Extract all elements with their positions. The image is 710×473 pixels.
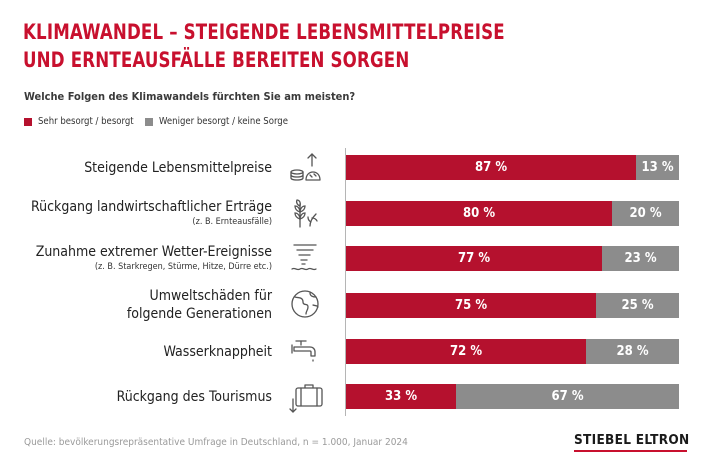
- data-label: 23 %: [624, 251, 657, 266]
- bar-segment-not-concerned: 23 %: [602, 246, 679, 271]
- row-label-sub: (z. B. Starkregen, Stürme, Hitze, Dürre …: [94, 262, 272, 272]
- data-label: 28 %: [616, 344, 649, 359]
- row-label-main: Wasserknappheit: [163, 344, 273, 360]
- legend-item-concerned: Sehr besorgt / besorgt: [24, 116, 134, 127]
- data-label: 20 %: [629, 206, 662, 221]
- data-label: 25 %: [621, 298, 654, 313]
- wheat-icon: [294, 199, 318, 228]
- bar-segment-concerned: 33 %: [346, 384, 456, 409]
- faucet-icon: [291, 340, 316, 362]
- bar-segment-concerned: 80 %: [346, 201, 612, 226]
- bar-segment-concerned: 75 %: [346, 293, 596, 318]
- bar-segment-not-concerned: 13 %: [636, 155, 679, 180]
- chart-title: KLIMAWANDEL – STEIGENDE LEBENSMITTELPREI…: [23, 18, 621, 74]
- legend-label-not-concerned: Weniger besorgt / keine Sorge: [159, 116, 288, 127]
- bar-segment-not-concerned: 20 %: [612, 201, 679, 226]
- data-label: 67 %: [551, 389, 584, 404]
- row-label-3: Umweltschäden für folgende Generationen: [127, 287, 272, 323]
- title-line-1: KLIMAWANDEL – STEIGENDE LEBENSMITTELPREI…: [23, 20, 505, 44]
- bar-segment-not-concerned: 25 %: [596, 293, 679, 318]
- row-label-main-2: folgende Generationen: [126, 306, 272, 322]
- row-label-2: Zunahme extremer Wetter-Ereignisse (z. B…: [36, 243, 272, 273]
- row-label-main: Rückgang landwirtschaftlicher Erträge: [31, 199, 272, 215]
- row-label-main: Steigende Lebensmittelpreise: [84, 160, 272, 176]
- bar-row-1: 80 % 20 %: [346, 201, 679, 226]
- title-line-2: UND ERNTEAUSFÄLLE BEREITEN SORGEN: [23, 48, 410, 72]
- row-label-sub: (z. B. Ernteausfälle): [192, 217, 272, 227]
- row-label-4: Wasserknappheit: [164, 343, 273, 361]
- bar-row-0: 87 % 13 %: [346, 155, 679, 180]
- bar-row-3: 75 % 25 %: [346, 293, 679, 318]
- data-label: 13 %: [641, 160, 674, 175]
- chart-subtitle: Welche Folgen des Klimawandels fürchten …: [24, 90, 356, 103]
- row-label-main: Rückgang des Tourismus: [116, 389, 272, 405]
- bar-row-5: 33 % 67 %: [346, 384, 679, 409]
- data-label: 87 %: [474, 160, 508, 175]
- brand-logo-underline: [574, 450, 687, 452]
- legend-label-concerned: Sehr besorgt / besorgt: [38, 116, 134, 127]
- data-label: 80 %: [462, 206, 496, 221]
- legend-item-not-concerned: Weniger besorgt / keine Sorge: [145, 116, 288, 127]
- row-label-main: Umweltschäden für: [149, 288, 273, 304]
- row-label-1: Rückgang landwirtschaftlicher Erträge (z…: [31, 198, 272, 228]
- bar-segment-not-concerned: 28 %: [586, 339, 679, 364]
- globe-icon: [291, 290, 319, 318]
- row-label-main: Zunahme extremer Wetter-Ereignisse: [35, 244, 272, 260]
- food-price-up-icon: [290, 153, 321, 181]
- legend-swatch-not-concerned: [145, 117, 153, 126]
- axis-line: [345, 148, 346, 416]
- bar-row-4: 72 % 28 %: [346, 339, 679, 364]
- legend-swatch-concerned: [24, 117, 32, 126]
- data-label: 33 %: [384, 389, 418, 404]
- source-note: Quelle: bevölkerungsrepräsentative Umfra…: [24, 437, 408, 448]
- data-label: 75 %: [454, 298, 488, 313]
- bar-segment-concerned: 87 %: [346, 155, 636, 180]
- bar-row-2: 77 % 23 %: [346, 246, 679, 271]
- bar-segment-concerned: 72 %: [346, 339, 586, 364]
- brand-logo-text: STIEBEL ELTRON: [574, 432, 690, 448]
- row-label-5: Rückgang des Tourismus: [117, 388, 272, 406]
- row-label-0: Steigende Lebensmittelpreise: [84, 159, 272, 177]
- bar-segment-not-concerned: 67 %: [456, 384, 679, 409]
- data-label: 72 %: [449, 344, 483, 359]
- data-label: 77 %: [457, 251, 491, 266]
- bar-segment-concerned: 77 %: [346, 246, 602, 271]
- brand-logo: STIEBEL ELTRON: [574, 430, 690, 454]
- tornado-icon: [291, 244, 317, 271]
- suitcase-down-icon: [289, 384, 323, 413]
